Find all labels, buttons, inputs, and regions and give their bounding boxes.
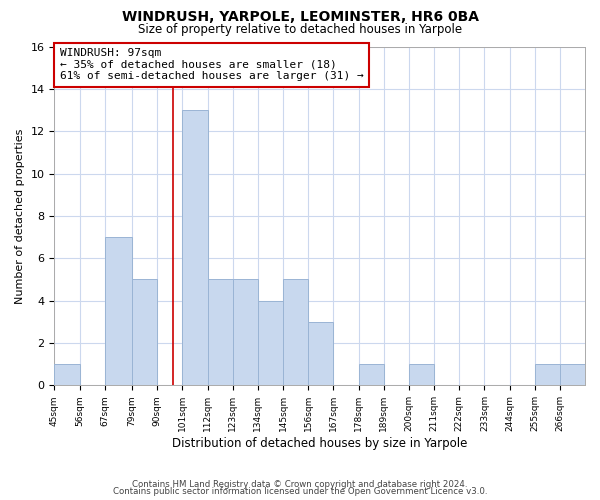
Bar — [258, 300, 283, 386]
Bar — [182, 110, 208, 386]
Bar — [409, 364, 434, 386]
Bar — [132, 280, 157, 386]
Bar — [308, 322, 334, 386]
Bar — [359, 364, 384, 386]
Bar — [208, 280, 233, 386]
Text: WINDRUSH: 97sqm
← 35% of detached houses are smaller (18)
61% of semi-detached h: WINDRUSH: 97sqm ← 35% of detached houses… — [60, 48, 364, 82]
Bar — [560, 364, 585, 386]
Bar — [55, 364, 80, 386]
Bar — [535, 364, 560, 386]
Text: Contains HM Land Registry data © Crown copyright and database right 2024.: Contains HM Land Registry data © Crown c… — [132, 480, 468, 489]
Text: Contains public sector information licensed under the Open Government Licence v3: Contains public sector information licen… — [113, 487, 487, 496]
Text: WINDRUSH, YARPOLE, LEOMINSTER, HR6 0BA: WINDRUSH, YARPOLE, LEOMINSTER, HR6 0BA — [121, 10, 479, 24]
Bar — [283, 280, 308, 386]
Y-axis label: Number of detached properties: Number of detached properties — [15, 128, 25, 304]
Text: Size of property relative to detached houses in Yarpole: Size of property relative to detached ho… — [138, 22, 462, 36]
Bar — [233, 280, 258, 386]
X-axis label: Distribution of detached houses by size in Yarpole: Distribution of detached houses by size … — [172, 437, 467, 450]
Bar — [105, 237, 132, 386]
